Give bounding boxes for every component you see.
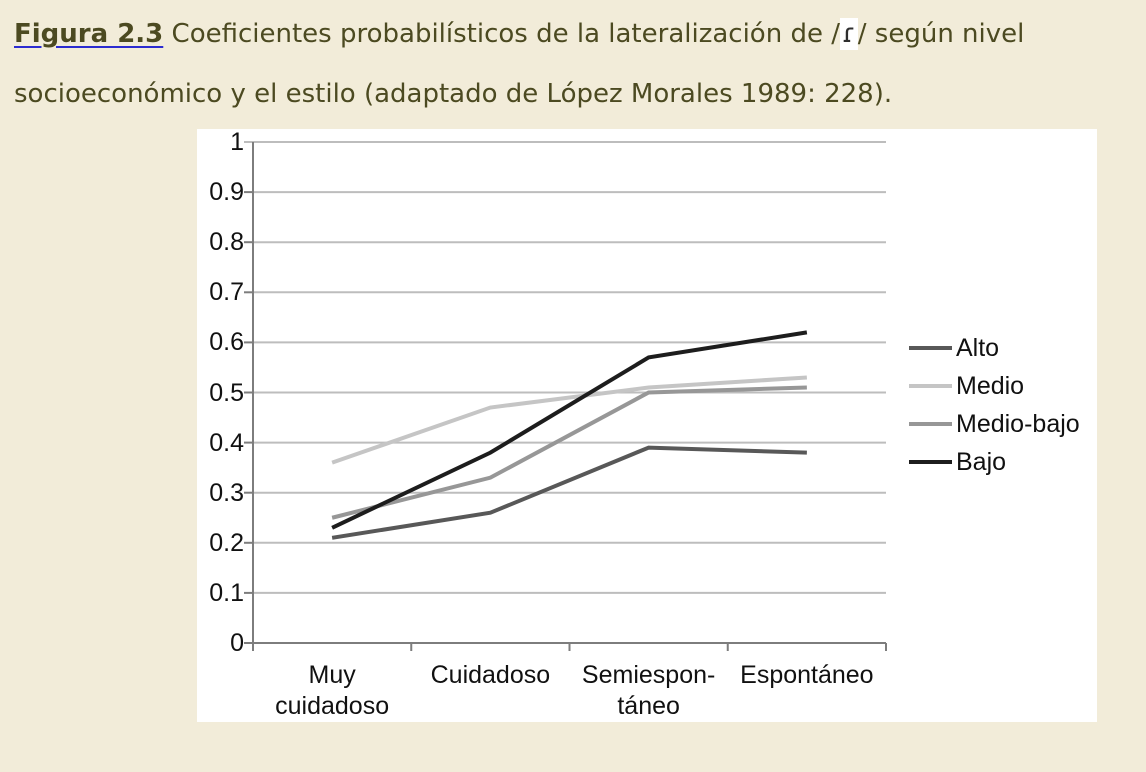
- series-line-alto: [331, 445, 807, 540]
- legend-swatch: [909, 384, 952, 388]
- y-tick-label-0.5: 0.5: [209, 378, 244, 407]
- figure-number-link[interactable]: Figura 2.3: [14, 19, 164, 49]
- legend-swatch: [909, 422, 952, 426]
- series-line-bajo: [331, 330, 808, 530]
- caption-text-line2: socioeconómico y el estilo (adaptado de …: [14, 79, 893, 109]
- x-category-label-semiespontáneo: Semiespon-táneo: [581, 661, 716, 720]
- caption-text-before-phoneme: Coeficientes probabilísticos de la later…: [163, 19, 840, 49]
- x-category-label-cuidadoso: Cuidadoso: [430, 661, 551, 689]
- y-tick-label-0.8: 0.8: [209, 228, 244, 257]
- y-tick-label-0.9: 0.9: [209, 178, 244, 207]
- phoneme-symbol: ɾ: [839, 18, 858, 50]
- y-tick-label-0.7: 0.7: [209, 278, 244, 307]
- y-tick-label-0.1: 0.1: [209, 578, 244, 607]
- legend-label: Bajo: [956, 447, 1007, 476]
- y-tick-label-0.6: 0.6: [209, 328, 244, 357]
- y-tick-label-0.3: 0.3: [209, 478, 244, 507]
- figure-caption: Figura 2.3 Coeficientes probabilísticos …: [14, 4, 1139, 124]
- caption-text-after-phoneme: / según nivel: [857, 19, 1025, 49]
- legend-swatch: [909, 460, 952, 464]
- series-line-medio-bajo: [331, 385, 807, 520]
- y-tick-label-1: 1: [230, 128, 244, 156]
- x-category-label-espontáneo: Espontáneo: [740, 661, 874, 689]
- chart-legend: Alto Medio Medio-bajo Bajo: [909, 329, 1080, 481]
- y-tick-label-0.4: 0.4: [209, 428, 244, 457]
- legend-swatch: [909, 346, 952, 350]
- legend-item-alto: Alto: [909, 329, 1080, 367]
- legend-label: Alto: [956, 333, 1000, 362]
- legend-item-medio: Medio: [909, 367, 1080, 405]
- legend-item-medio-bajo: Medio-bajo: [909, 405, 1080, 443]
- series-line-medio: [331, 375, 808, 465]
- y-tick-label-0: 0: [230, 629, 244, 657]
- chart-canvas: [244, 141, 887, 651]
- legend-label: Medio-bajo: [956, 409, 1080, 438]
- legend-label: Medio: [956, 371, 1025, 400]
- x-category-label-muy-cuidadoso: Muy cuidadoso: [275, 661, 390, 720]
- line-chart: 0 0.1 0.2 0.3 0.4 0.5 0.6 0.7 0.8 0.9 1 Muy cuidados…: [197, 128, 1097, 722]
- y-tick-label-0.2: 0.2: [209, 528, 244, 557]
- legend-item-bajo: Bajo: [909, 443, 1080, 481]
